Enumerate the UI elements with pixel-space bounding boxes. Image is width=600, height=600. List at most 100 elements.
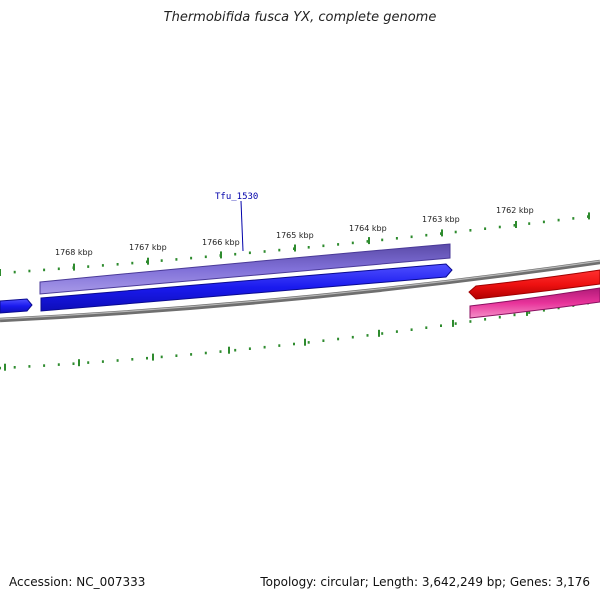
major-tick [294, 244, 296, 252]
cds-feature-forward[interactable] [39, 243, 451, 295]
major-tick [228, 346, 230, 354]
minor-tick [204, 255, 207, 259]
minor-tick [440, 324, 442, 327]
major-tick [368, 237, 370, 245]
inner-minor-ticks [0, 301, 589, 370]
minor-tick [322, 339, 325, 342]
minor-tick [425, 233, 428, 237]
minor-tick [234, 348, 237, 352]
minor-tick [278, 248, 281, 252]
kbp-label: 1763 kbp [422, 215, 460, 224]
major-tick [452, 319, 454, 327]
major-tick [526, 308, 528, 316]
major-tick [78, 359, 80, 367]
minor-tick [28, 365, 31, 368]
cds-feature-reverse[interactable] [469, 287, 600, 319]
minor-tick [351, 335, 354, 339]
minor-tick [454, 322, 457, 325]
major-tick [147, 257, 149, 265]
gene-feature-forward-partial[interactable] [0, 298, 33, 314]
minor-tick [0, 366, 1, 370]
minor-tick [572, 217, 575, 220]
minor-tick [542, 220, 545, 224]
minor-tick [337, 337, 340, 341]
minor-tick [57, 363, 60, 366]
minor-tick [263, 250, 266, 253]
minor-tick [513, 224, 516, 227]
map-title: Thermobifida fusca YX, complete genome [163, 10, 437, 25]
minor-tick [513, 313, 516, 317]
major-tick [0, 269, 1, 276]
minor-tick [190, 353, 193, 356]
minor-tick [160, 259, 163, 262]
kbp-label: 1767 kbp [129, 243, 167, 252]
minor-tick [484, 318, 487, 321]
minor-tick [219, 350, 222, 353]
minor-tick [116, 263, 119, 266]
outer-major-ticks [0, 212, 590, 276]
minor-tick [146, 356, 148, 360]
minor-tick [351, 241, 354, 245]
major-tick [4, 363, 6, 371]
minor-tick [410, 328, 413, 331]
minor-tick [307, 246, 310, 249]
kbp-label: 1764 kbp [349, 224, 387, 233]
minor-tick [72, 362, 75, 365]
inner-major-ticks [4, 308, 528, 371]
genome-backbone [0, 259, 600, 323]
feature-callout: Tfu_1530 [215, 192, 258, 252]
minor-tick [542, 309, 545, 312]
minor-tick [366, 240, 369, 243]
minor-tick [528, 311, 531, 314]
major-tick [441, 229, 443, 237]
major-tick [588, 212, 590, 220]
minor-tick [190, 256, 193, 260]
minor-tick [43, 364, 46, 367]
feature-label[interactable]: Tfu_1530 [215, 192, 258, 202]
minor-tick [381, 332, 384, 335]
minor-tick [28, 269, 31, 273]
minor-tick [131, 358, 134, 361]
minor-tick [395, 330, 398, 333]
major-tick [152, 353, 154, 361]
minor-tick [293, 342, 295, 346]
minor-tick [322, 244, 325, 248]
kbp-label: 1766 kbp [202, 238, 240, 247]
accession-text: Accession: NC_007333 [9, 575, 146, 589]
minor-tick [175, 258, 178, 261]
minor-tick [175, 354, 178, 357]
minor-tick [528, 222, 531, 225]
minor-tick [498, 225, 501, 229]
minor-tick [87, 361, 90, 364]
minor-tick [557, 218, 560, 222]
minor-tick [116, 359, 119, 362]
kbp-label: 1768 kbp [55, 248, 93, 257]
minor-tick [469, 320, 472, 323]
minor-tick [57, 267, 60, 271]
major-tick [220, 251, 222, 259]
major-tick [73, 263, 75, 271]
minor-tick [278, 344, 281, 347]
minor-tick [498, 315, 501, 319]
gene-feature-forward[interactable] [40, 263, 453, 312]
minor-tick [248, 251, 251, 255]
minor-tick [395, 237, 398, 240]
minor-tick [454, 230, 457, 234]
kbp-label: 1762 kbp [496, 206, 534, 215]
minor-tick [425, 326, 428, 329]
minor-tick [101, 360, 104, 363]
minor-tick [43, 268, 46, 272]
genome-summary-text: Topology: circular; Length: 3,642,249 bp… [260, 575, 590, 589]
minor-tick [160, 355, 163, 359]
major-tick [304, 338, 306, 346]
minor-tick [381, 238, 384, 242]
minor-tick [234, 252, 237, 256]
minor-tick [101, 264, 104, 267]
minor-tick [263, 345, 266, 349]
inner-tick-ring [0, 301, 589, 371]
outer-tick-ring [0, 212, 590, 276]
minor-tick [469, 229, 472, 232]
minor-tick [87, 265, 90, 268]
